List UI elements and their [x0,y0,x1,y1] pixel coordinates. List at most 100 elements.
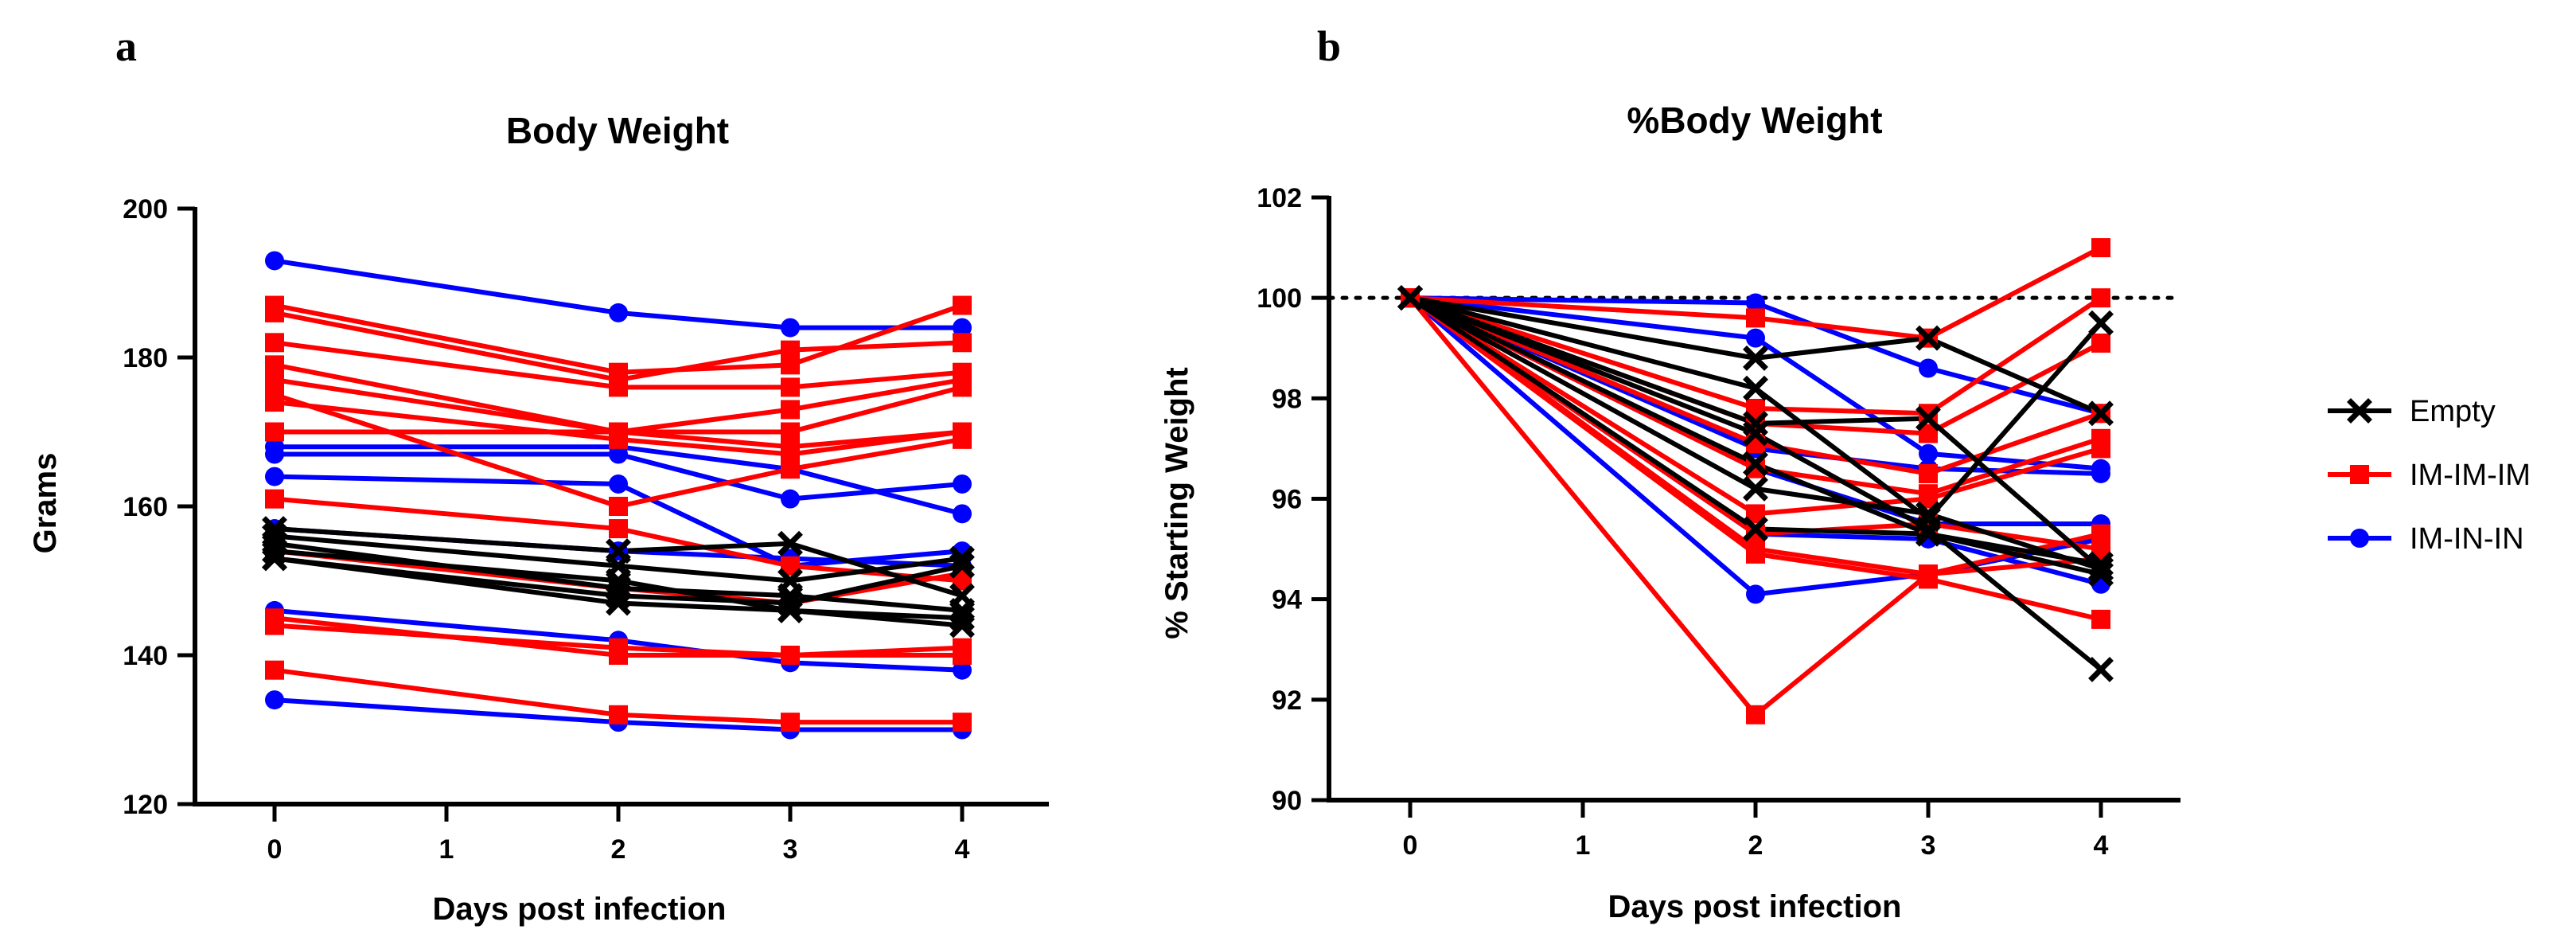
data-point-im-im-im [265,615,284,635]
data-point-empty [606,590,631,616]
data-point-im-in-in [609,474,628,494]
x-tick-label: 1 [439,834,454,865]
data-point-im-im-im [1919,463,1938,483]
data-point-im-im-im [953,377,972,397]
data-point-im-im-im [609,422,628,442]
x-tick-label: 0 [267,834,283,865]
y-tick-label: 92 [1272,685,1302,716]
data-point-im-in-in [1746,328,1765,348]
x-axis-title-b: Days post infection [1608,889,1902,924]
data-point-im-im-im [781,459,800,479]
data-point-empty [2088,310,2114,336]
data-point-empty [2088,556,2114,582]
legend-item-im-in-in: IM-IN-IN [2328,522,2524,556]
data-point-im-im-im [265,660,284,680]
data-point-im-in-in [2091,463,2110,483]
series-line-empty [1409,295,2102,416]
data-point-im-in-in [609,303,628,322]
x-axis-title-a: Days post infection [433,892,727,927]
data-point-empty [606,583,631,609]
data-point-empty [777,597,803,623]
y-tick-label: 200 [123,194,168,225]
y-tick-label: 140 [123,641,168,671]
data-point-empty [2088,551,2114,577]
legend-item-empty: Empty [2328,395,2496,428]
x-tick-label: 4 [2094,830,2109,861]
data-point-empty [1915,405,1941,432]
data-point-im-im-im [1746,544,1765,564]
data-point-im-im-im [781,646,800,665]
chart-title-b: %Body Weight [1627,100,1882,141]
legend-marker [2347,398,2372,424]
y-tick-label: 98 [1272,384,1302,414]
data-point-im-im-im [265,489,284,509]
data-point-im-in-in [265,444,284,464]
series-line-im-im-im [1409,245,2102,341]
x-tick-label: 4 [955,834,970,865]
data-point-im-im-im [781,377,800,397]
series-line-empty [274,556,963,606]
series-line-empty [1409,295,2102,572]
panel-b: b %Body Weight Days post infection % Sta… [1159,22,2183,924]
series-line-im-in-in [274,258,962,330]
x-tick-label: 2 [1748,830,1763,861]
y-tick-label: 96 [1272,485,1302,515]
y-axis-title-b: % Starting Weight [1159,367,1194,639]
panel-a: a Body Weight Days post infection Grams … [28,22,1049,927]
series-line-im-im-im [274,392,963,509]
series-line-im-in-in [1409,295,2102,471]
data-point-im-in-in [781,318,800,338]
y-tick-label: 120 [123,790,168,820]
data-point-empty [1743,451,1768,477]
series-line-im-im-im [1409,295,2102,517]
data-point-empty [262,545,287,572]
data-point-im-im-im [1746,308,1765,328]
series-line-im-im-im [275,429,963,450]
data-point-empty [2088,400,2114,427]
y-tick-label: 100 [1257,283,1302,314]
series-line-im-im-im [1408,296,2102,717]
series-line-empty [274,549,963,621]
data-point-im-in-in [1919,358,1938,378]
data-point-im-im-im [265,303,284,322]
data-point-im-in-in [265,690,284,710]
data-point-im-im-im [2091,524,2110,544]
series-line-im-im-im [1409,295,2102,416]
data-point-empty [262,538,287,564]
data-point-im-in-in [265,467,284,486]
data-point-im-im-im [609,638,628,658]
data-point-im-im-im [1919,564,1938,584]
series-line-im-in-in [274,474,963,568]
data-point-im-in-in [953,660,972,680]
series-line-empty [274,533,963,584]
data-point-im-im-im [265,385,284,404]
series-line-im-im-im [274,310,963,383]
series-line-empty [274,556,963,628]
data-point-im-in-in [953,318,972,338]
data-point-empty [1743,345,1768,371]
data-point-im-im-im [953,713,972,732]
data-point-im-im-im [265,422,284,442]
data-point-im-im-im [609,497,628,516]
y-axis-title-a: Grams [28,453,63,554]
data-point-empty [1743,420,1768,447]
y-tick-label: 160 [123,492,168,522]
x-tick-label: 3 [1921,830,1936,861]
series-line-empty [1409,295,2102,567]
data-point-empty [2088,657,2114,682]
legend-label: Empty [2410,395,2496,428]
series-line-im-im-im [274,340,963,390]
x-tick-label: 1 [1576,830,1591,861]
data-point-empty [949,612,975,639]
y-tick-label: 90 [1272,786,1302,816]
series-line-im-in-in [275,451,963,502]
data-point-im-im-im [2091,333,2110,353]
data-point-empty [1915,521,1941,547]
series-line-empty [1409,295,2102,572]
data-point-im-im-im [2091,288,2110,308]
data-point-im-im-im [953,422,972,442]
data-point-empty [1743,375,1768,401]
legend: Empty IM-IM-IM IM-IN-IN [2328,395,2531,556]
data-point-im-im-im [1919,404,1938,424]
y-tick-label: 94 [1272,585,1302,615]
